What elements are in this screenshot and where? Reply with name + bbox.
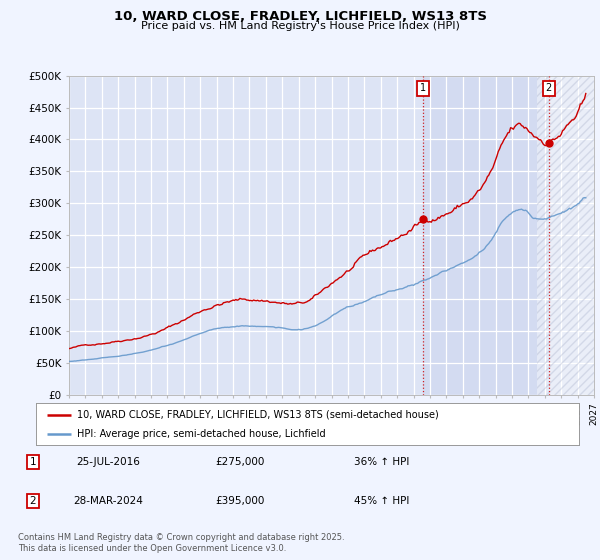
Bar — [423, 76, 549, 395]
Text: 1: 1 — [419, 83, 426, 94]
Text: £395,000: £395,000 — [215, 496, 265, 506]
Text: 2: 2 — [545, 83, 552, 94]
Text: 25-JUL-2016: 25-JUL-2016 — [76, 457, 140, 467]
Text: 2: 2 — [29, 496, 37, 506]
Text: Contains HM Land Registry data © Crown copyright and database right 2025.
This d: Contains HM Land Registry data © Crown c… — [18, 533, 344, 553]
Text: 1: 1 — [29, 457, 37, 467]
Text: 45% ↑ HPI: 45% ↑ HPI — [354, 496, 409, 506]
Text: 10, WARD CLOSE, FRADLEY, LICHFIELD, WS13 8TS (semi-detached house): 10, WARD CLOSE, FRADLEY, LICHFIELD, WS13… — [77, 409, 439, 419]
Text: HPI: Average price, semi-detached house, Lichfield: HPI: Average price, semi-detached house,… — [77, 429, 325, 439]
Text: 10, WARD CLOSE, FRADLEY, LICHFIELD, WS13 8TS: 10, WARD CLOSE, FRADLEY, LICHFIELD, WS13… — [113, 10, 487, 23]
Text: 28-MAR-2024: 28-MAR-2024 — [73, 496, 143, 506]
Text: £275,000: £275,000 — [215, 457, 265, 467]
Text: 36% ↑ HPI: 36% ↑ HPI — [354, 457, 409, 467]
Text: Price paid vs. HM Land Registry's House Price Index (HPI): Price paid vs. HM Land Registry's House … — [140, 21, 460, 31]
